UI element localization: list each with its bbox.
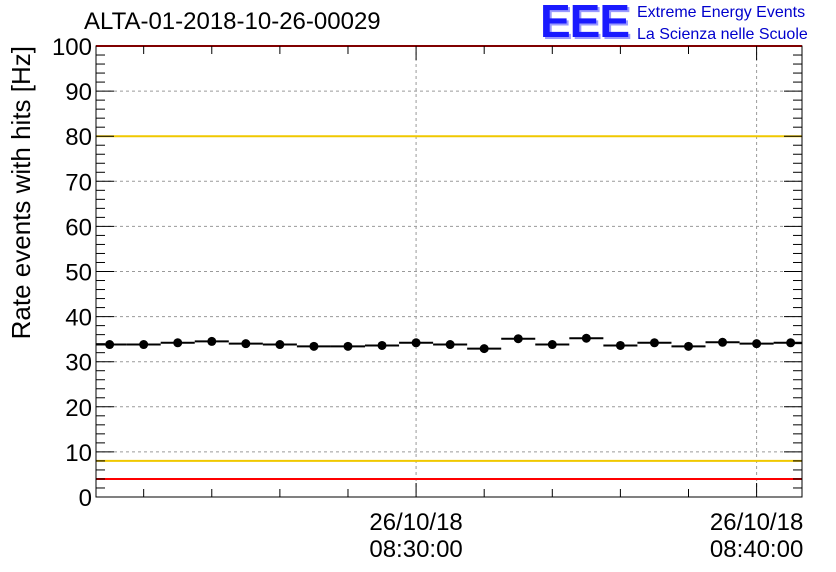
logo-line-2: La Scienza nelle Scuole	[637, 26, 808, 43]
logo-letters: EEE	[540, 0, 630, 47]
data-point	[207, 336, 217, 346]
y-tick-label: 0	[79, 485, 92, 512]
y-tick-label: 80	[65, 124, 92, 151]
grid-layer	[96, 46, 802, 497]
data-points	[96, 333, 802, 354]
data-point	[173, 338, 183, 348]
reference-lines	[96, 45, 802, 480]
data-point	[275, 340, 285, 350]
data-point	[343, 341, 353, 351]
y-tick-label: 30	[65, 350, 92, 377]
x-tick-date-label: 26/10/18	[369, 509, 462, 536]
tick-labels: 010203040506070809010026/10/1808:30:0026…	[52, 34, 803, 563]
axis-ticks	[96, 45, 802, 498]
run-title: ALTA-01-2018-10-26-00029	[84, 8, 381, 35]
data-point	[581, 333, 591, 343]
data-point	[105, 340, 115, 350]
logo-line-1: Extreme Energy Events	[637, 4, 806, 21]
y-axis-label: Rate events with hits [Hz]	[6, 46, 36, 339]
data-point	[547, 340, 557, 350]
data-point	[683, 341, 693, 351]
x-tick-time-label: 08:30:00	[369, 536, 462, 563]
data-point	[241, 339, 251, 349]
y-tick-label: 40	[65, 305, 92, 332]
data-point	[786, 338, 796, 348]
y-tick-label: 10	[65, 440, 92, 467]
data-point	[309, 341, 319, 351]
y-tick-label: 90	[65, 79, 92, 106]
x-tick-time-label: 08:40:00	[710, 536, 803, 563]
data-point	[615, 340, 625, 350]
y-tick-label: 60	[65, 214, 92, 241]
y-tick-label: 20	[65, 395, 92, 422]
data-point	[411, 338, 421, 348]
data-point	[377, 340, 387, 350]
y-tick-label: 100	[52, 34, 92, 61]
data-point	[752, 339, 762, 349]
data-point	[445, 340, 455, 350]
data-point	[718, 337, 728, 347]
data-point	[139, 340, 149, 350]
y-tick-label: 70	[65, 169, 92, 196]
data-point	[513, 334, 523, 344]
y-tick-label: 50	[65, 260, 92, 287]
x-tick-date-label: 26/10/18	[710, 509, 803, 536]
data-point	[649, 338, 659, 348]
data-point	[479, 344, 489, 354]
